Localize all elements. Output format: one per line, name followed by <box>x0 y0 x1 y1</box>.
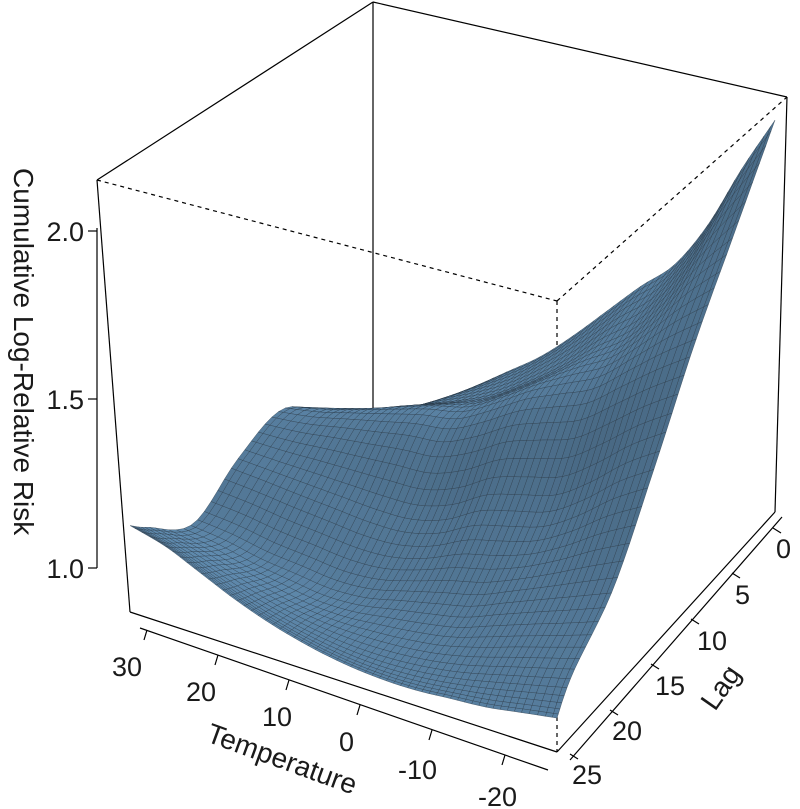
z-tick-label: 2.0 <box>46 217 84 247</box>
lag-tick-label: 20 <box>612 716 642 746</box>
temperature-tick-label: 20 <box>186 677 216 707</box>
temperature-tick-mark <box>285 679 290 691</box>
surface-facet <box>129 525 137 529</box>
lag-tick-mark <box>690 618 700 625</box>
risk-surface <box>129 119 776 719</box>
temperature-tick-label: 0 <box>339 727 354 757</box>
lag-tick-label: 10 <box>697 626 727 656</box>
lag-tick-label: 15 <box>655 671 685 701</box>
z-tick-label: 1.0 <box>46 554 84 584</box>
lag-tick-mark <box>569 753 579 760</box>
surface-facet <box>506 706 516 712</box>
temperature-tick-label: -10 <box>398 755 437 785</box>
z-axis-title: Cumulative Log-Relative Risk <box>8 168 39 536</box>
lag-tick-mark <box>609 709 619 716</box>
temperature-tick-mark <box>501 754 506 766</box>
temperature-tick-mark <box>356 704 361 716</box>
temperature-tick-label: 10 <box>262 702 292 732</box>
temperature-tick-label: 30 <box>112 652 142 682</box>
z-tick-label: 1.5 <box>46 385 84 415</box>
temperature-tick-mark <box>428 729 433 741</box>
lag-tick-label: 5 <box>735 580 750 610</box>
z-axis: 1.0 1.5 2.0 Cumulative Log-Relative Risk <box>8 168 98 584</box>
lag-tick-mark <box>772 527 782 534</box>
temperature-tick-label: -20 <box>478 782 517 809</box>
lag-tick-mark <box>731 572 741 579</box>
surface-facet <box>499 705 509 711</box>
surface-facet <box>766 119 776 138</box>
lag-axis-title: Lag <box>695 659 747 715</box>
lag-tick-mark <box>650 663 660 670</box>
surface-facet <box>514 707 523 713</box>
lag-tick-label: 25 <box>572 760 602 790</box>
temperature-tick-mark <box>143 629 148 641</box>
temperature-tick-mark <box>214 654 219 666</box>
lag-tick-label: 0 <box>776 534 791 564</box>
